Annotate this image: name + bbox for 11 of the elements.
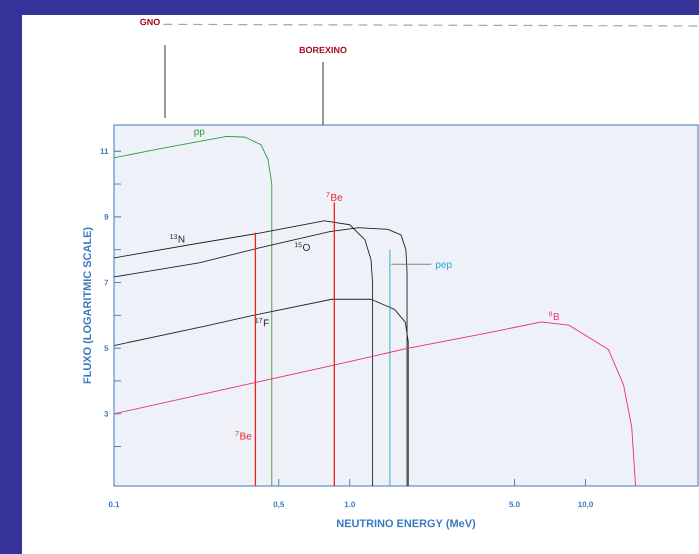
series-label: $^{7}$Be: [326, 192, 342, 201]
series-label: $^{8}$B: [548, 311, 560, 320]
series-label: $^{7}$Be: [236, 431, 252, 440]
text: pep: [436, 262, 452, 270]
series-label: $^{13}$N: [170, 234, 184, 243]
text: BOREXINO: [300, 46, 347, 54]
y-axis-title: FLUXO (LOGARITMIC SCALE): [83, 227, 94, 384]
series-label: pp: [194, 130, 204, 137]
series-label: $^{15}$O: [294, 242, 310, 251]
text: GNO: [140, 18, 160, 26]
x-axis-title: NEUTRINO ENERGY (MeV): [337, 519, 476, 530]
